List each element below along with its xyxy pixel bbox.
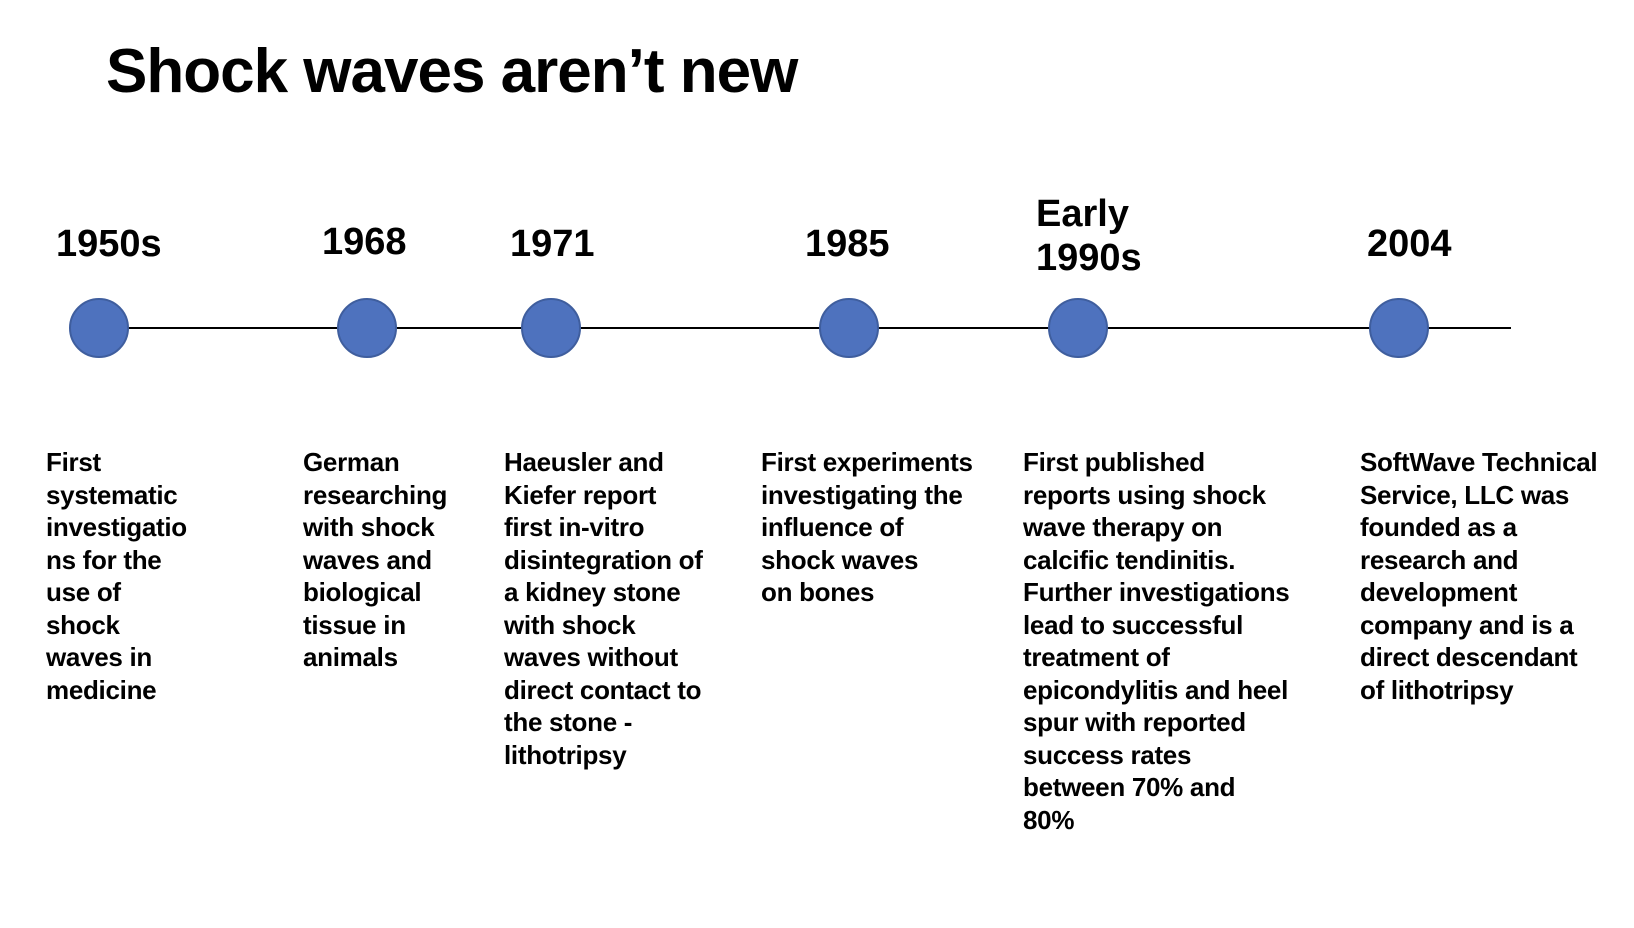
- timeline-marker-2004: [1369, 298, 1429, 358]
- event-description: First published reports using shock wave…: [1023, 447, 1290, 835]
- year-label: 2004: [1367, 223, 1452, 265]
- event-description: Haeusler and Kiefer report first in-vitr…: [504, 447, 703, 770]
- slide-title: Shock waves aren’t new: [106, 37, 798, 106]
- year-label: 1971: [510, 223, 595, 265]
- year-label: 1950s: [56, 223, 162, 265]
- timeline-marker-1971: [521, 298, 581, 358]
- timeline-marker-1985: [819, 298, 879, 358]
- event-description: First systematic investigatio ns for the…: [46, 447, 187, 705]
- timeline-marker-1950s: [69, 298, 129, 358]
- timeline-axis: [99, 327, 1511, 329]
- year-label: Early 1990s: [1036, 193, 1142, 279]
- year-label: 1968: [322, 221, 407, 263]
- event-description: SoftWave Technical Service, LLC was foun…: [1360, 447, 1598, 705]
- timeline-marker-1968: [337, 298, 397, 358]
- year-label: 1985: [805, 223, 890, 265]
- event-description: German researching with shock waves and …: [303, 447, 448, 672]
- timeline-marker-early-1990s: [1048, 298, 1108, 358]
- event-description: First experiments investigating the infl…: [761, 447, 973, 607]
